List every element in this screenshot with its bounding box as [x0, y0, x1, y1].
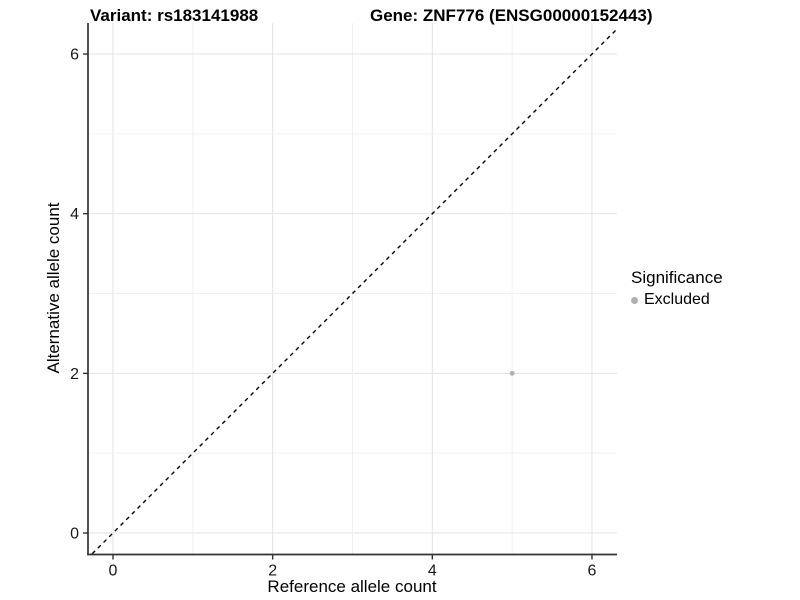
x-axis-title: Reference allele count [267, 577, 437, 596]
legend-item-label: Excluded [644, 291, 710, 308]
x-tick-label: 4 [428, 563, 437, 580]
y-axis-title: Alternative allele count [44, 202, 63, 374]
gene-title: Gene: ZNF776 (ENSG00000152443) [370, 6, 653, 25]
legend: Significance Excluded [631, 268, 723, 309]
variant-title: Variant: rs183141988 [90, 6, 259, 25]
data-point [509, 370, 515, 376]
legend-item-excluded: Excluded [631, 291, 723, 309]
x-tick-label: 6 [588, 563, 597, 580]
x-tick-label: 0 [109, 563, 118, 580]
y-tick-label: 4 [70, 206, 79, 223]
y-tick-label: 2 [70, 366, 79, 383]
y-tick-label: 0 [70, 526, 79, 543]
excluded-point-swatch [631, 296, 638, 304]
identity-reference-line [91, 28, 618, 555]
y-tick-label: 6 [70, 47, 79, 64]
x-tick-label: 2 [268, 563, 277, 580]
legend-title: Significance [631, 268, 723, 287]
